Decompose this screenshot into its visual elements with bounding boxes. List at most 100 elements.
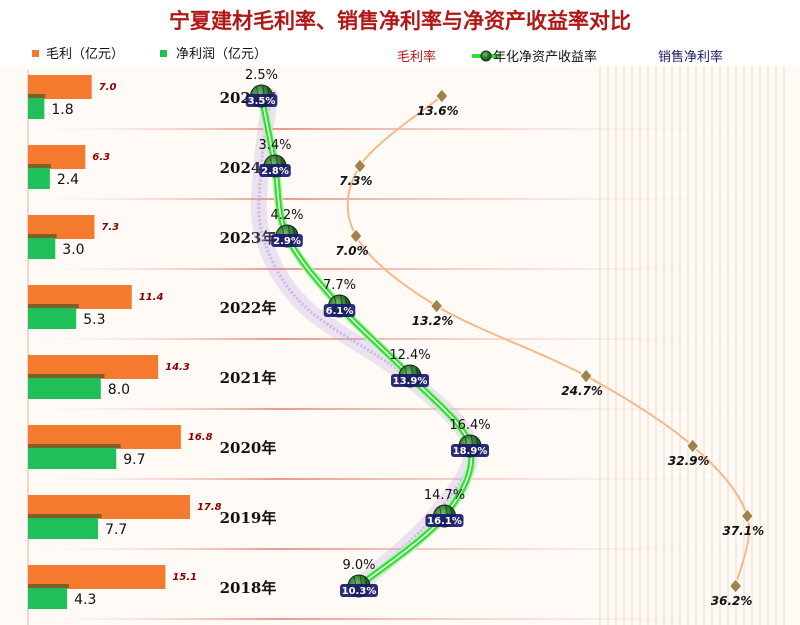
- year-label-2021: 2021年: [220, 369, 277, 387]
- bar-shadow-2024: [28, 164, 51, 168]
- label-net-profit-2022: 5.3: [83, 312, 105, 328]
- bar-shadow-2022: [28, 304, 79, 308]
- label-gross-profit-2025: 7.0: [99, 82, 117, 93]
- marker-gross-margin-2021[interactable]: [579, 368, 593, 384]
- grid-layer: [0, 66, 800, 625]
- row-separator: [0, 268, 800, 270]
- row-separator: [0, 198, 800, 200]
- plot-background: [0, 66, 800, 625]
- year-label-2020: 2020年: [220, 439, 277, 457]
- label-net-profit-2025: 1.8: [51, 102, 73, 118]
- label-net-profit-2018: 4.3: [74, 592, 96, 608]
- label-net-margin-2019: 16.1%: [427, 516, 462, 527]
- legend-label-gross-profit: 毛利（亿元）: [46, 47, 124, 62]
- bar-shadow-2019: [28, 514, 102, 518]
- label-gross-margin-2024: 7.3%: [339, 174, 372, 188]
- label-bg-net-margin-2025: [245, 94, 278, 107]
- legend-label-roe: 年化净资产收益率: [493, 49, 597, 65]
- label-roe-2022: 7.7%: [323, 278, 356, 293]
- marker-gross-margin-2023[interactable]: [349, 228, 363, 244]
- label-gross-margin-2019: 37.1%: [722, 524, 764, 538]
- legend-item-gross-profit[interactable]: 毛利（亿元）: [32, 47, 124, 62]
- label-net-profit-2020: 9.7: [123, 452, 145, 468]
- bar-shadow-2018: [28, 584, 70, 588]
- label-gross-margin-2023: 7.0%: [335, 244, 368, 258]
- year-label-2018: 2018年: [220, 579, 277, 597]
- label-roe-2024: 3.4%: [258, 138, 291, 153]
- label-net-margin-2020: 18.9%: [453, 446, 488, 457]
- bar-net-profit-2019[interactable]: [28, 518, 99, 539]
- label-roe-2019: 14.7%: [424, 488, 465, 503]
- label-net-profit-2023: 3.0: [62, 242, 84, 258]
- label-gross-profit-2024: 6.3: [92, 152, 110, 163]
- label-roe-2025: 2.5%: [245, 68, 278, 83]
- label-gross-margin-2020: 32.9%: [668, 454, 710, 468]
- label-gross-profit-2020: 16.8: [188, 432, 213, 443]
- row-separator: [0, 338, 800, 340]
- label-net-margin-2025: 3.5%: [248, 96, 276, 107]
- label-gross-margin-2025: 13.6%: [417, 104, 459, 118]
- legend-swatch-net-profit: [160, 50, 167, 57]
- legend-item-net-margin[interactable]: 销售净利率: [658, 49, 723, 65]
- label-gross-margin-2022: 13.2%: [412, 314, 454, 328]
- row-separator: [0, 128, 800, 130]
- bar-net-profit-2020[interactable]: [28, 448, 117, 469]
- markers-layer: 13.6% 2.5% 3.5% 7.3% 3.4% 2.8% 7.0% 4.2% 2.9% 13.…: [245, 68, 764, 608]
- label-net-profit-2021: 8.0: [108, 382, 130, 398]
- marker-gross-margin-2022[interactable]: [429, 298, 444, 314]
- label-net-profit-2024: 2.4: [57, 172, 79, 188]
- row-separator: [0, 478, 800, 480]
- legend-marker-roe: [480, 50, 492, 62]
- label-net-margin-2018: 10.3%: [342, 586, 377, 597]
- legend-label-net-profit: 净利润（亿元）: [176, 47, 267, 62]
- label-bg-net-margin-2018: [340, 584, 378, 597]
- label-gross-profit-2023: 7.3: [101, 222, 119, 233]
- marker-gross-margin-2020[interactable]: [686, 438, 700, 454]
- bar-shadow-2025: [28, 94, 46, 98]
- bar-net-profit-2025[interactable]: [28, 98, 45, 119]
- label-gross-margin-2018: 36.2%: [711, 594, 753, 608]
- label-bg-net-margin-2024: [259, 164, 291, 177]
- label-net-margin-2021: 13.9%: [393, 376, 428, 387]
- label-net-profit-2019: 7.7: [105, 522, 127, 538]
- label-bg-net-margin-2019: [425, 514, 464, 527]
- label-net-margin-2022: 6.1%: [326, 306, 354, 317]
- marker-gross-margin-2019[interactable]: [740, 508, 754, 524]
- legend-item-gross-margin[interactable]: 毛利率: [397, 49, 436, 65]
- label-gross-profit-2022: 11.4: [139, 292, 164, 303]
- bar-shadow-2023: [28, 234, 57, 238]
- legend-swatch-gross-profit: [32, 50, 39, 57]
- legend: 毛利（亿元） 净利润（亿元） 毛利率 年化净资产收益率 销售净利率: [32, 47, 723, 65]
- year-label-2023: 2023年: [220, 229, 277, 247]
- marker-gross-margin-2025[interactable]: [435, 88, 449, 104]
- label-roe-2023: 4.2%: [270, 208, 303, 223]
- bar-net-profit-2023[interactable]: [28, 238, 56, 259]
- label-bg-net-margin-2021: [391, 374, 429, 387]
- row-separator: [0, 408, 800, 410]
- label-net-margin-2024: 2.8%: [261, 166, 289, 177]
- bar-net-profit-2021[interactable]: [28, 378, 101, 399]
- label-roe-2018: 9.0%: [342, 558, 375, 573]
- label-gross-margin-2021: 24.7%: [561, 384, 603, 398]
- bar-shadow-2020: [28, 444, 121, 448]
- legend-item-roe[interactable]: 年化净资产收益率: [472, 49, 597, 65]
- bars-layer: 7.0 1.8 6.3 2.4 7.3 3.0 11.4 5.3 14.3 8.0 16.8 9.7 1…: [28, 75, 222, 609]
- legend-item-net-profit[interactable]: 净利润（亿元）: [160, 47, 267, 62]
- bar-net-profit-2024[interactable]: [28, 168, 50, 189]
- label-bg-net-margin-2023: [271, 234, 303, 247]
- year-label-2019: 2019年: [220, 509, 277, 527]
- bar-shadow-2021: [28, 374, 105, 378]
- legend-label-net-margin: 销售净利率: [658, 49, 723, 65]
- label-gross-profit-2018: 15.1: [172, 572, 197, 583]
- line-gross-margin[interactable]: [346, 95, 750, 587]
- label-gross-profit-2019: 17.8: [197, 502, 222, 513]
- label-gross-profit-2021: 14.3: [165, 362, 190, 373]
- chart-title: 宁夏建材毛利率、销售净利率与净资产收益率对比: [169, 9, 631, 33]
- bar-net-profit-2022[interactable]: [28, 308, 77, 329]
- bar-net-profit-2018[interactable]: [28, 588, 68, 609]
- marker-gross-margin-2018[interactable]: [728, 578, 743, 594]
- legend-label-gross-margin: 毛利率: [397, 49, 436, 65]
- label-bg-net-margin-2022: [323, 304, 356, 317]
- marker-gross-margin-2024[interactable]: [353, 158, 367, 174]
- label-roe-2021: 12.4%: [389, 348, 430, 363]
